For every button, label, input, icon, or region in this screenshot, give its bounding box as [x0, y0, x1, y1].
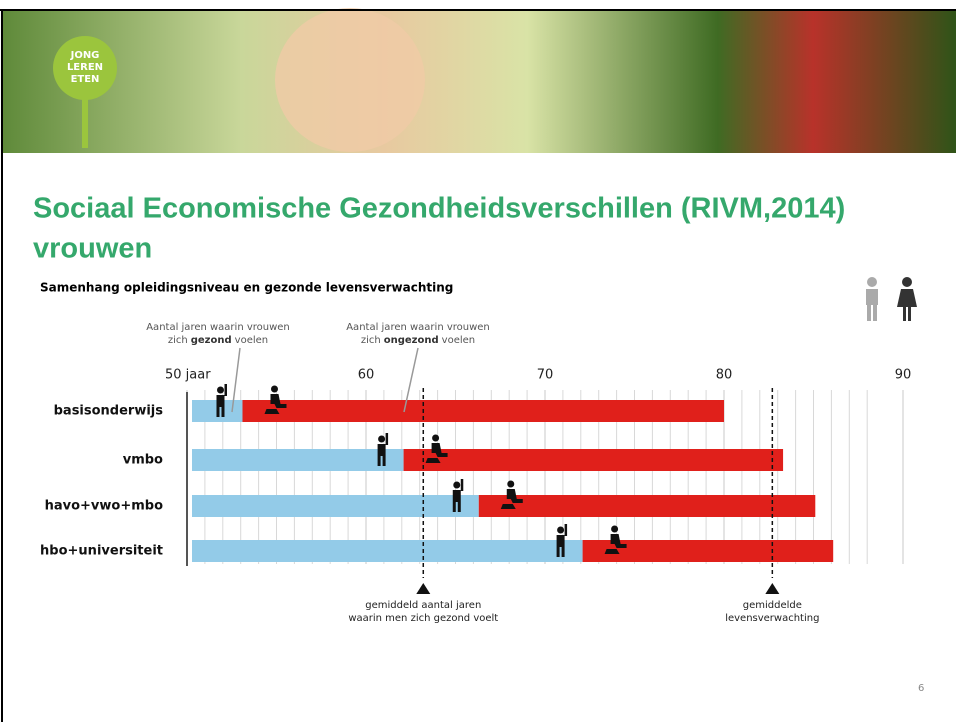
icon-part	[453, 490, 461, 502]
x-tick-label: 50 jaar	[165, 368, 211, 383]
icon-part	[432, 435, 439, 442]
icon-part	[386, 433, 389, 445]
icon-part	[557, 547, 560, 557]
icon-part	[611, 526, 618, 533]
annotation-part: gezond	[191, 335, 232, 346]
logo-fork	[82, 98, 88, 148]
x-tick-label: 70	[537, 368, 554, 383]
x-tick-label: 60	[358, 368, 375, 383]
banner	[3, 10, 956, 153]
icon-part	[217, 387, 224, 394]
reference-label: gemiddeld aantal jaren	[365, 600, 481, 611]
healthy-bar	[192, 540, 583, 562]
chart-title: Samenhang opleidingsniveau en gezonde le…	[40, 281, 453, 295]
category-label: vmbo	[123, 453, 163, 468]
icon-part	[378, 456, 381, 466]
icon-part	[216, 395, 224, 407]
slide-title: vrouwen	[33, 233, 152, 265]
slide-title: Sociaal Economische Gezondheidsverschill…	[33, 193, 845, 225]
icon-part	[453, 482, 460, 489]
reference-label: waarin men zich gezond voelt	[348, 613, 498, 624]
healthy-bar	[192, 449, 404, 471]
annotation-part: ongezond	[384, 335, 439, 346]
icon-part	[458, 502, 461, 512]
slide: JONG LEREN ETEN Sociaal Economische Gezo…	[0, 0, 956, 722]
logo-text: JONG	[70, 50, 100, 61]
healthy-bar	[192, 495, 479, 517]
icon-part	[216, 407, 219, 417]
unhealthy-bar	[404, 449, 783, 471]
page-number: 6	[918, 683, 924, 694]
icon-part	[378, 436, 385, 443]
logo-text: LEREN	[67, 62, 103, 73]
unhealthy-bar	[479, 495, 816, 517]
icon-part	[224, 384, 227, 396]
annotation-part: voelen	[235, 335, 268, 346]
unhealthy-bar	[242, 400, 724, 422]
category-label: hbo+universiteit	[40, 544, 163, 559]
annotation: Aantal jaren waarin vrouwen	[146, 322, 290, 333]
icon-part	[453, 502, 456, 512]
reference-label: levensverwachting	[725, 613, 819, 624]
banner-face	[275, 8, 425, 152]
icon-part	[562, 547, 565, 557]
x-tick-label: 80	[716, 368, 733, 383]
annotation-part: zich	[168, 335, 188, 346]
reference-label: gemiddelde	[743, 600, 802, 611]
logo-text: ETEN	[71, 74, 100, 85]
icon-part	[271, 386, 278, 393]
icon-part	[461, 479, 464, 491]
icon-part	[221, 407, 224, 417]
icon-part	[557, 527, 564, 534]
category-label: havo+vwo+mbo	[45, 499, 163, 514]
annotation-part: voelen	[442, 335, 475, 346]
category-label: basisonderwijs	[54, 404, 164, 419]
icon-part	[378, 444, 386, 456]
annotation-part: zich	[361, 335, 381, 346]
icon-part	[565, 524, 568, 536]
icon-part	[507, 481, 514, 488]
x-tick-label: 90	[895, 368, 912, 383]
icon-part	[383, 456, 386, 466]
icon-part	[557, 535, 565, 547]
annotation: Aantal jaren waarin vrouwen	[346, 322, 490, 333]
